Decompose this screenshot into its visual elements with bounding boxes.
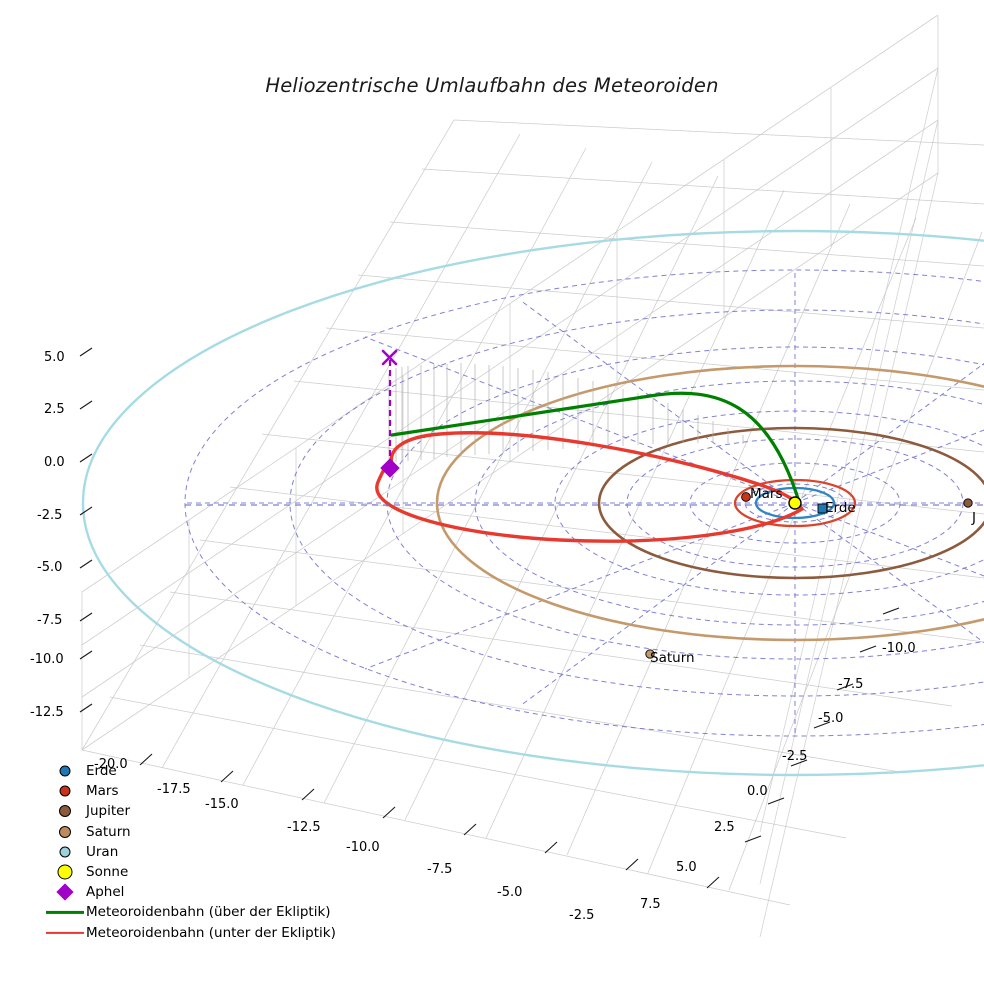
legend-item-label: Aphel <box>86 884 125 901</box>
mars-marker <box>741 492 751 502</box>
legend-item-label: Jupiter <box>86 803 131 820</box>
legend-dot-swatch <box>44 801 86 821</box>
saturn-marker <box>645 649 655 659</box>
legend-item-label: Saturn <box>86 823 131 840</box>
legend-item-sonne[interactable]: Sonne <box>44 862 344 882</box>
circle-marker-icon <box>59 765 71 777</box>
legend-line-swatch <box>44 902 86 922</box>
legend-dot-swatch <box>44 842 86 862</box>
legend-item-meteoroidenbahn-unter-der-ekliptik[interactable]: Meteoroidenbahn (unter der Ekliptik) <box>44 923 344 943</box>
axis-tick-marks <box>79 347 900 889</box>
aphel-x-marker <box>381 349 398 366</box>
legend-item-uran[interactable]: Uran <box>44 842 344 862</box>
stem-lines <box>388 363 744 463</box>
legend-dot-swatch <box>44 822 86 842</box>
circle-marker-icon <box>59 785 71 797</box>
line-swatch-icon <box>46 931 84 934</box>
legend-item-meteoroidenbahn-ber-der-ekliptik[interactable]: Meteoroidenbahn (über der Ekliptik) <box>44 902 344 922</box>
legend-item-jupiter[interactable]: Jupiter <box>44 801 344 821</box>
ecliptic-plane-grid <box>184 269 984 737</box>
circle-marker-icon <box>57 864 73 880</box>
diamond-marker-icon <box>56 883 74 901</box>
legend-item-label: Uran <box>86 843 119 860</box>
legend-item-label: Sonne <box>86 864 129 881</box>
aphel-diamond-marker <box>380 458 400 478</box>
circle-marker-icon <box>59 846 71 858</box>
legend-item-label: Meteoroidenbahn (unter der Ekliptik) <box>86 924 336 941</box>
orbit-uran <box>82 229 984 777</box>
legend-item-saturn[interactable]: Saturn <box>44 822 344 842</box>
orbit-jupiter <box>597 426 984 580</box>
legend: Erde Mars Jupiter Saturn Uran Sonne Aphel Meteo… <box>44 761 344 943</box>
jupiter-marker <box>963 498 973 508</box>
legend-item-aphel[interactable]: Aphel <box>44 882 344 902</box>
sonne-marker <box>788 496 802 510</box>
legend-item-label: Mars <box>86 783 119 800</box>
axes-right-pane-grid <box>759 67 939 938</box>
erde-marker <box>817 503 828 514</box>
legend-dot-swatch <box>44 781 86 801</box>
legend-diamond-swatch <box>44 882 86 902</box>
legend-line-swatch <box>44 923 86 943</box>
meteoroid-track-above-ecliptic <box>390 391 802 507</box>
legend-dot-swatch <box>44 862 86 882</box>
legend-dot-swatch <box>44 761 86 781</box>
circle-marker-icon <box>59 805 71 818</box>
orbit-saturn <box>435 364 984 642</box>
line-swatch-icon <box>46 911 84 914</box>
legend-item-label: Meteoroidenbahn (über der Ekliptik) <box>86 904 331 921</box>
circle-marker-icon <box>59 825 71 838</box>
legend-item-erde[interactable]: Erde <box>44 761 344 781</box>
legend-item-label: Erde <box>86 763 117 780</box>
axes-pane-grid <box>81 14 939 751</box>
floor-grid <box>81 119 984 906</box>
orbit-mars <box>733 478 857 528</box>
legend-item-mars[interactable]: Mars <box>44 781 344 801</box>
